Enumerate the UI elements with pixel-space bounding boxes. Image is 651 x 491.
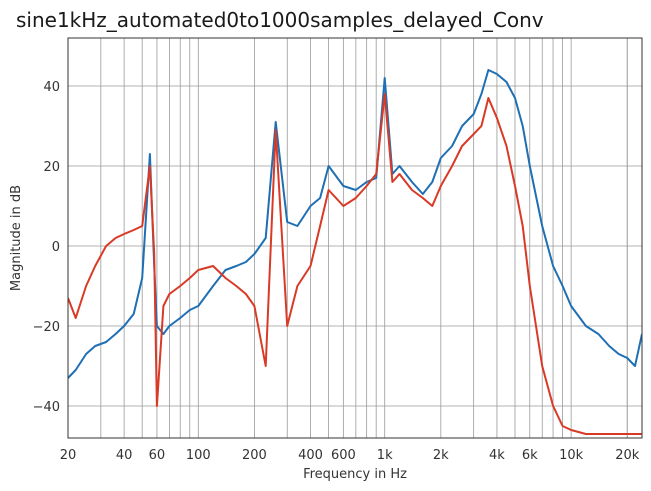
x-tick-label: 1k <box>377 448 393 463</box>
tick-labels: 20 40 60 100 200 400 600 1k 2k 4k 6k 10k 20k −40 −20 0 2… <box>33 80 640 463</box>
x-tick-label: 20 <box>60 448 77 463</box>
y-tick-label: −20 <box>33 320 60 335</box>
y-tick-label: 40 <box>43 80 60 95</box>
series-layer <box>68 69 642 435</box>
series-line-2 <box>68 93 642 435</box>
x-tick-label: 10k <box>559 448 584 463</box>
x-tick-label: 2k <box>433 448 449 463</box>
series-line-1 <box>68 69 642 379</box>
x-tick-label: 6k <box>522 448 538 463</box>
x-tick-label: 60 <box>149 448 166 463</box>
y-tick-label: 20 <box>43 160 60 175</box>
grid <box>67 38 642 438</box>
x-tick-label: 40 <box>116 448 133 463</box>
x-tick-label: 20k <box>615 448 640 463</box>
x-tick-label: 100 <box>186 448 211 463</box>
x-tick-label: 200 <box>242 448 267 463</box>
x-axis-label: Frequency in Hz <box>303 467 407 482</box>
y-axis-label: Magnitude in dB <box>9 185 24 291</box>
x-tick-label: 400 <box>298 448 323 463</box>
y-tick-label: −40 <box>33 400 60 415</box>
x-tick-label: 600 <box>331 448 356 463</box>
plot-frame <box>67 37 643 439</box>
x-tick-label: 4k <box>489 448 505 463</box>
chart-title: sine1kHz_automated0to1000samples_delayed… <box>16 8 544 32</box>
y-tick-label: 0 <box>52 240 60 255</box>
